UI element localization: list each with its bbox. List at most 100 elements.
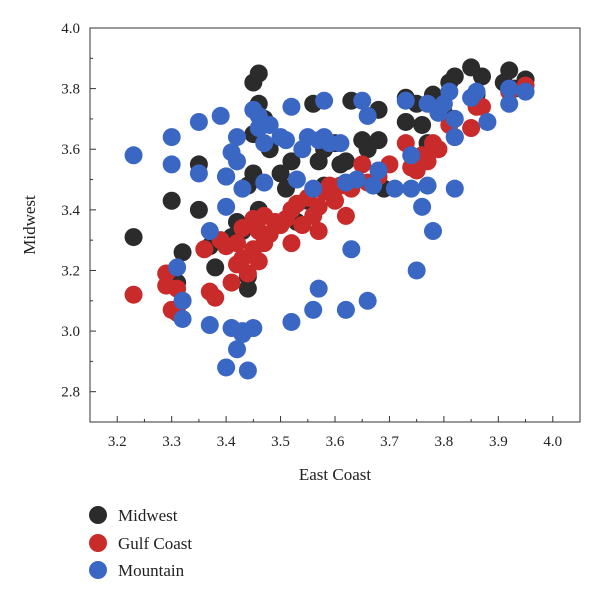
series-gulf-coast <box>124 76 535 322</box>
data-point <box>211 106 230 125</box>
legend-marker-gulf-coast <box>89 534 107 552</box>
data-point <box>429 140 448 159</box>
data-point <box>445 179 464 198</box>
data-point <box>315 91 334 110</box>
data-point <box>369 131 388 150</box>
data-point <box>309 279 328 298</box>
x-tick-label: 3.9 <box>489 434 508 450</box>
data-point <box>478 112 497 131</box>
data-point <box>162 155 181 174</box>
data-point <box>249 64 268 83</box>
series-mountain <box>124 79 535 380</box>
data-point <box>282 312 301 331</box>
data-point <box>418 176 437 195</box>
y-tick-label: 3.8 <box>61 82 80 98</box>
y-tick-label: 4.0 <box>61 21 80 37</box>
x-tick-label: 3.7 <box>380 434 399 450</box>
data-point <box>124 285 143 304</box>
x-tick-label: 3.5 <box>271 434 290 450</box>
legend-marker-midwest <box>89 506 107 524</box>
data-point <box>440 82 459 101</box>
data-point <box>287 170 306 189</box>
data-point <box>282 97 301 116</box>
data-point <box>271 164 290 183</box>
data-point <box>222 273 241 292</box>
data-point <box>173 309 192 328</box>
data-point <box>413 115 432 134</box>
data-point <box>195 240 214 259</box>
x-tick-label: 3.8 <box>435 434 454 450</box>
legend: Midwest Gulf Coast Mountain <box>89 506 192 580</box>
data-point <box>385 179 404 198</box>
y-axis-title: Midwest <box>20 195 39 255</box>
data-point <box>124 228 143 247</box>
y-tick-label: 3.2 <box>61 263 80 279</box>
data-point <box>217 197 236 216</box>
data-point <box>238 279 257 298</box>
data-point <box>233 179 252 198</box>
data-point <box>200 316 219 335</box>
x-tick-label: 3.6 <box>326 434 345 450</box>
data-point <box>358 291 377 310</box>
data-point <box>467 82 486 101</box>
data-point <box>244 319 263 338</box>
x-tick-label: 3.2 <box>108 434 127 450</box>
data-point <box>238 264 257 283</box>
data-point <box>168 258 187 277</box>
data-point <box>309 197 328 216</box>
legend-label-mountain: Mountain <box>118 561 185 580</box>
data-point <box>124 146 143 165</box>
data-point <box>396 91 415 110</box>
data-point <box>369 161 388 180</box>
x-tick-label: 3.3 <box>162 434 181 450</box>
data-point <box>347 170 366 189</box>
data-point <box>228 152 246 171</box>
data-point <box>336 206 355 225</box>
data-point <box>331 134 350 153</box>
data-point <box>249 252 268 271</box>
legend-marker-mountain <box>89 561 107 579</box>
legend-label-gulf-coast: Gulf Coast <box>118 534 192 553</box>
data-point <box>353 91 372 110</box>
data-point <box>228 340 246 359</box>
data-point <box>402 179 421 198</box>
data-point <box>162 128 181 147</box>
y-tick-label: 3.4 <box>61 203 80 219</box>
data-point <box>217 167 236 186</box>
points-layer <box>124 58 535 380</box>
data-point <box>445 128 464 147</box>
data-point <box>336 152 355 171</box>
data-point <box>336 300 355 319</box>
data-point <box>500 61 519 80</box>
ticks-layer: 3.2 3.3 3.4 3.5 3.6 3.7 3.8 3.9 4.0 2.8 3.0 3.2 3.4 3… <box>61 21 562 450</box>
data-point <box>396 112 415 131</box>
data-point <box>189 200 208 219</box>
data-point <box>189 112 208 131</box>
data-point <box>358 106 377 125</box>
data-point <box>342 240 361 259</box>
x-tick-label: 3.4 <box>217 434 236 450</box>
data-point <box>304 179 323 198</box>
data-point <box>282 152 301 171</box>
data-point <box>238 361 257 380</box>
legend-label-midwest: Midwest <box>118 506 178 525</box>
data-point <box>424 222 442 241</box>
y-tick-label: 3.0 <box>61 324 80 340</box>
data-point <box>407 261 426 280</box>
data-point <box>445 67 464 86</box>
data-point <box>255 134 274 153</box>
data-point <box>228 128 246 147</box>
data-point <box>189 164 208 183</box>
data-point <box>418 152 437 171</box>
data-point <box>353 155 372 174</box>
data-point <box>413 197 432 216</box>
data-point <box>445 109 464 128</box>
data-point <box>500 79 519 98</box>
data-point <box>228 234 246 253</box>
data-point <box>402 146 421 165</box>
y-tick-label: 3.6 <box>61 142 80 158</box>
data-point <box>277 131 295 150</box>
x-axis-title: East Coast <box>299 465 372 484</box>
data-point <box>260 115 279 134</box>
